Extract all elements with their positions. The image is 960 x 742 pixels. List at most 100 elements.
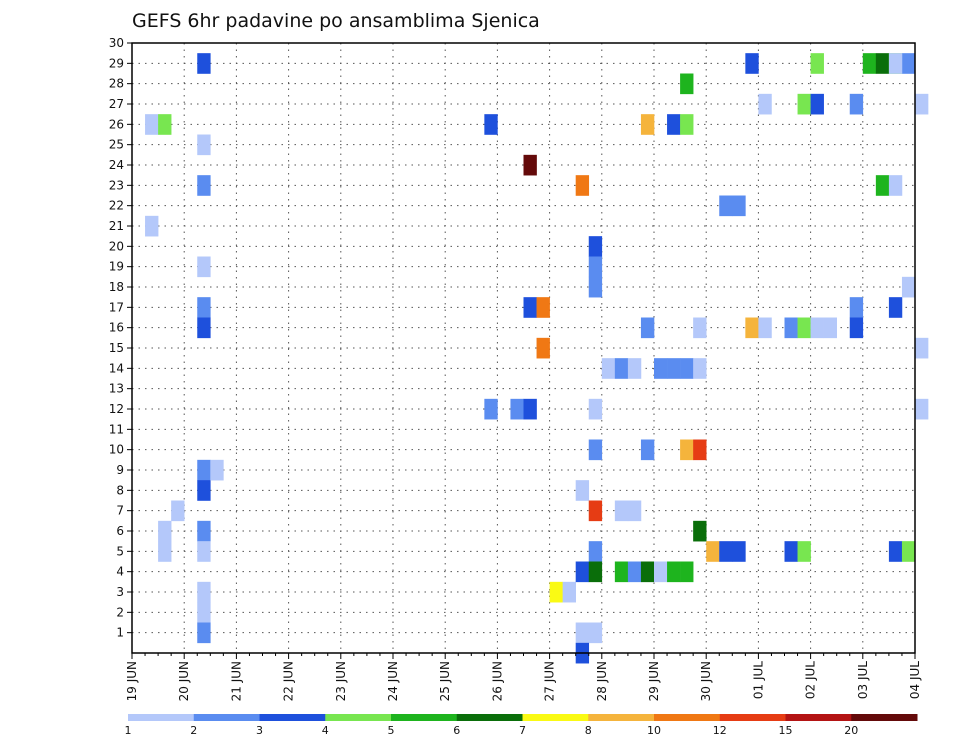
y-tick-label: 6 <box>116 524 124 538</box>
data-cell <box>575 480 590 501</box>
x-tick-label: 27 JUN <box>543 661 557 701</box>
y-tick-label: 26 <box>109 117 124 131</box>
legend-label: 1 <box>125 724 132 737</box>
data-cell <box>810 93 824 115</box>
data-cell <box>810 317 824 339</box>
y-tick-label: 24 <box>109 158 124 172</box>
data-cell <box>627 500 642 522</box>
y-tick-label: 29 <box>109 56 124 70</box>
data-cell <box>640 114 655 135</box>
legend-swatch <box>456 714 523 721</box>
y-tick-label: 10 <box>109 443 124 457</box>
data-cell <box>888 541 903 562</box>
data-cell <box>784 541 798 562</box>
y-tick-label: 12 <box>109 402 124 416</box>
data-cell <box>667 358 681 379</box>
data-cell <box>575 622 590 644</box>
data-cell <box>915 337 929 359</box>
data-cell <box>875 175 890 196</box>
x-tick-label: 29 JUN <box>647 661 661 701</box>
data-cell <box>667 114 681 135</box>
data-cell <box>888 297 903 318</box>
legend-swatch <box>193 714 260 721</box>
legend-swatch <box>522 714 589 721</box>
legend-label: 7 <box>519 724 526 737</box>
y-axis: 1234567891011121314151617181920212223242… <box>109 36 132 640</box>
x-tick-label: 01 JUL <box>751 661 765 699</box>
data-cell <box>158 520 172 542</box>
data-cell <box>915 398 929 420</box>
legend-swatch <box>259 714 326 721</box>
x-tick-label: 03 JUL <box>856 661 870 699</box>
x-tick-label: 26 JUN <box>490 661 504 701</box>
data-cell <box>888 175 903 196</box>
y-tick-label: 2 <box>116 605 124 619</box>
data-cell <box>901 53 916 74</box>
data-cell <box>197 602 211 623</box>
data-cell <box>197 520 211 542</box>
data-cell <box>575 175 590 196</box>
data-cell <box>614 500 629 522</box>
data-cell <box>588 500 603 522</box>
y-tick-label: 8 <box>116 483 124 497</box>
x-tick-label: 25 JUN <box>438 661 452 701</box>
data-cell <box>145 215 159 237</box>
data-cells <box>145 53 929 664</box>
data-cell <box>719 195 733 217</box>
y-tick-label: 28 <box>109 77 124 91</box>
data-cell <box>614 561 629 583</box>
data-cell <box>797 541 811 562</box>
data-cell <box>667 561 681 583</box>
data-cell <box>145 114 159 135</box>
data-cell <box>627 561 642 583</box>
legend-swatch <box>588 714 655 721</box>
y-tick-label: 1 <box>116 626 124 640</box>
legend-label: 10 <box>647 724 661 737</box>
data-cell <box>693 358 707 379</box>
legend-swatch <box>325 714 392 721</box>
data-cell <box>588 398 603 420</box>
data-cell <box>693 439 707 461</box>
data-cell <box>680 114 694 135</box>
color-legend: 1 2 3 4 5 6 7 8 10 12 15 20 <box>125 714 918 737</box>
legend-label: 15 <box>779 724 793 737</box>
legend-label: 3 <box>256 724 263 737</box>
legend-swatch <box>654 714 721 721</box>
data-cell <box>197 622 211 644</box>
data-cell <box>849 297 864 318</box>
data-cell <box>875 53 890 74</box>
data-cell <box>197 256 211 278</box>
data-cell <box>901 541 916 562</box>
data-cell <box>823 317 837 339</box>
data-cell <box>575 561 590 583</box>
data-cell <box>197 459 211 481</box>
data-cell <box>888 53 903 74</box>
data-cell <box>158 541 172 562</box>
data-cell <box>210 459 224 481</box>
legend-label: 5 <box>388 724 395 737</box>
y-tick-label: 30 <box>109 36 124 50</box>
data-cell <box>197 317 211 339</box>
y-tick-label: 9 <box>116 463 124 477</box>
data-cell <box>562 581 576 603</box>
data-cell <box>745 317 759 339</box>
data-cell <box>901 276 916 298</box>
data-cell <box>588 622 603 644</box>
data-cell <box>588 276 603 298</box>
data-cell <box>601 358 616 379</box>
data-cell <box>523 398 537 420</box>
data-cell <box>197 53 211 74</box>
y-tick-label: 13 <box>109 382 124 396</box>
y-tick-label: 16 <box>109 321 124 335</box>
x-tick-label: 24 JUN <box>386 661 400 701</box>
data-cell <box>171 500 185 522</box>
legend-label: 8 <box>585 724 592 737</box>
data-cell <box>719 541 733 562</box>
data-cell <box>523 154 537 176</box>
data-cell <box>680 73 694 95</box>
data-cell <box>732 195 746 217</box>
x-tick-label: 30 JUN <box>699 661 713 701</box>
legend-label: 20 <box>844 724 858 737</box>
legend-swatch <box>391 714 458 721</box>
chart-title: GEFS 6hr padavine po ansamblima Sjenica <box>132 10 540 32</box>
